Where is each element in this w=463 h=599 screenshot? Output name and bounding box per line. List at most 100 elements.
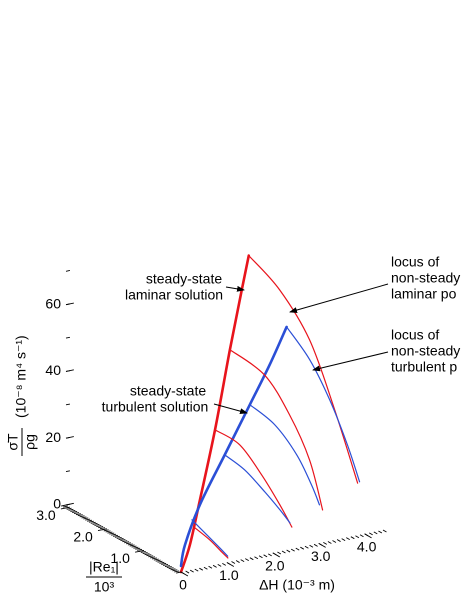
y-minor-tick (94, 524, 100, 526)
x-minor-tick (286, 549, 291, 553)
y-minor-tick (142, 552, 148, 555)
y-minor-tick (96, 525, 102, 527)
x-minor-tick (240, 559, 245, 562)
x-minor-tick (268, 553, 272, 557)
x-tick (180, 571, 189, 577)
x-minor-tick (332, 540, 337, 543)
x-minor-tick (327, 541, 332, 544)
annotation: non-steady (391, 343, 460, 359)
curve (194, 527, 229, 559)
y-minor-tick (137, 548, 143, 551)
y-minor-tick (124, 541, 130, 544)
z-axis-label-unit: (10⁻⁸ m⁴ s⁻¹) (13, 335, 29, 418)
y-minor-tick (127, 543, 133, 546)
x-tick-label: 4.0 (357, 539, 377, 555)
y-minor-tick (125, 542, 132, 545)
x-minor-tick (203, 566, 208, 570)
y-minor-tick (73, 512, 80, 515)
x-minor-tick (189, 569, 194, 573)
y-minor-tick (122, 540, 128, 543)
y-minor-tick (135, 547, 141, 550)
z-axis-label-den: ρg (22, 434, 38, 450)
y-tick (135, 549, 144, 553)
y-minor-tick (161, 562, 167, 565)
x-minor-tick (341, 538, 346, 541)
x-minor-tick (304, 545, 309, 549)
annotation: laminar po (391, 286, 457, 302)
y-minor-tick (120, 539, 126, 542)
y-minor-tick (157, 560, 163, 563)
annotations: steady-state laminar solution steady-sta… (102, 254, 461, 415)
arrow (225, 285, 245, 292)
x-minor-tick (369, 532, 373, 536)
x-tick (364, 533, 372, 539)
arrow (213, 403, 248, 415)
y-minor-tick (111, 533, 117, 536)
y-minor-tick (107, 531, 113, 534)
x-minor-tick (295, 547, 300, 551)
x-minor-tick (277, 551, 282, 555)
y-minor-tick (92, 522, 98, 525)
x-minor-tick (231, 561, 236, 564)
y-minor-tick (174, 570, 180, 573)
y-minor-tick (150, 556, 156, 559)
y-minor-tick (114, 535, 120, 538)
y-minor-tick (105, 530, 111, 533)
y-minor-tick (153, 558, 159, 561)
x-minor-tick (258, 555, 263, 559)
y-minor-tick (81, 516, 87, 519)
z-tick (65, 302, 74, 306)
y-minor-tick (164, 565, 170, 567)
z-axis-label: σ̇T ρg (10⁻⁸ m⁴ s⁻¹) (5, 335, 38, 456)
x-tick-label: 2.0 (265, 558, 285, 574)
y-minor-tick (168, 567, 174, 570)
curve (229, 349, 324, 511)
z-minor-tick (65, 270, 71, 272)
y-minor-tick (118, 538, 124, 540)
x-minor-tick (245, 558, 249, 562)
y-minor-tick (79, 515, 85, 518)
z-axis-label-num: σ̇T (5, 433, 21, 451)
x-minor-tick (378, 530, 383, 534)
z-tick (65, 436, 74, 439)
annotation: non-steady (391, 270, 460, 286)
y-minor-tick (176, 571, 182, 574)
y-tick (97, 528, 107, 532)
z-tick-label: 40 (45, 362, 61, 378)
x-tick (272, 552, 280, 558)
annotation: locus of (391, 327, 439, 343)
x-tick (318, 542, 326, 548)
y-tick (60, 506, 70, 510)
z-tick-label: 20 (45, 429, 61, 445)
y-minor-tick (109, 532, 115, 535)
annotation: turbulent p (391, 359, 457, 375)
y-minor-tick (131, 545, 137, 548)
y-minor-tick (98, 526, 104, 529)
x-tick-label: 1.0 (219, 567, 239, 583)
annotation: laminar solution (125, 287, 223, 303)
z-tick (65, 502, 74, 506)
z-tick-label: 60 (45, 295, 61, 311)
curve (191, 519, 229, 557)
z-minor-tick (65, 336, 71, 339)
x-minor-tick (323, 542, 328, 545)
y-minor-tick (140, 551, 146, 553)
curve (248, 255, 359, 484)
x-minor-tick (263, 554, 268, 558)
x-minor-tick (359, 534, 364, 538)
curve (249, 404, 321, 506)
y-minor-tick (85, 518, 91, 521)
y-minor-tick (116, 536, 122, 539)
y-minor-tick (61, 504, 67, 507)
y-minor-tick (75, 513, 81, 516)
y-minor-tick (99, 527, 106, 530)
y-minor-tick (155, 559, 161, 562)
x-minor-tick (235, 560, 240, 563)
y-minor-tick (103, 529, 109, 532)
y-tick-label: 1.0 (110, 550, 130, 566)
y-minor-tick (62, 505, 68, 508)
annotation: steady-state (130, 383, 206, 399)
x-minor-tick (290, 548, 295, 552)
x-minor-tick (212, 564, 217, 568)
